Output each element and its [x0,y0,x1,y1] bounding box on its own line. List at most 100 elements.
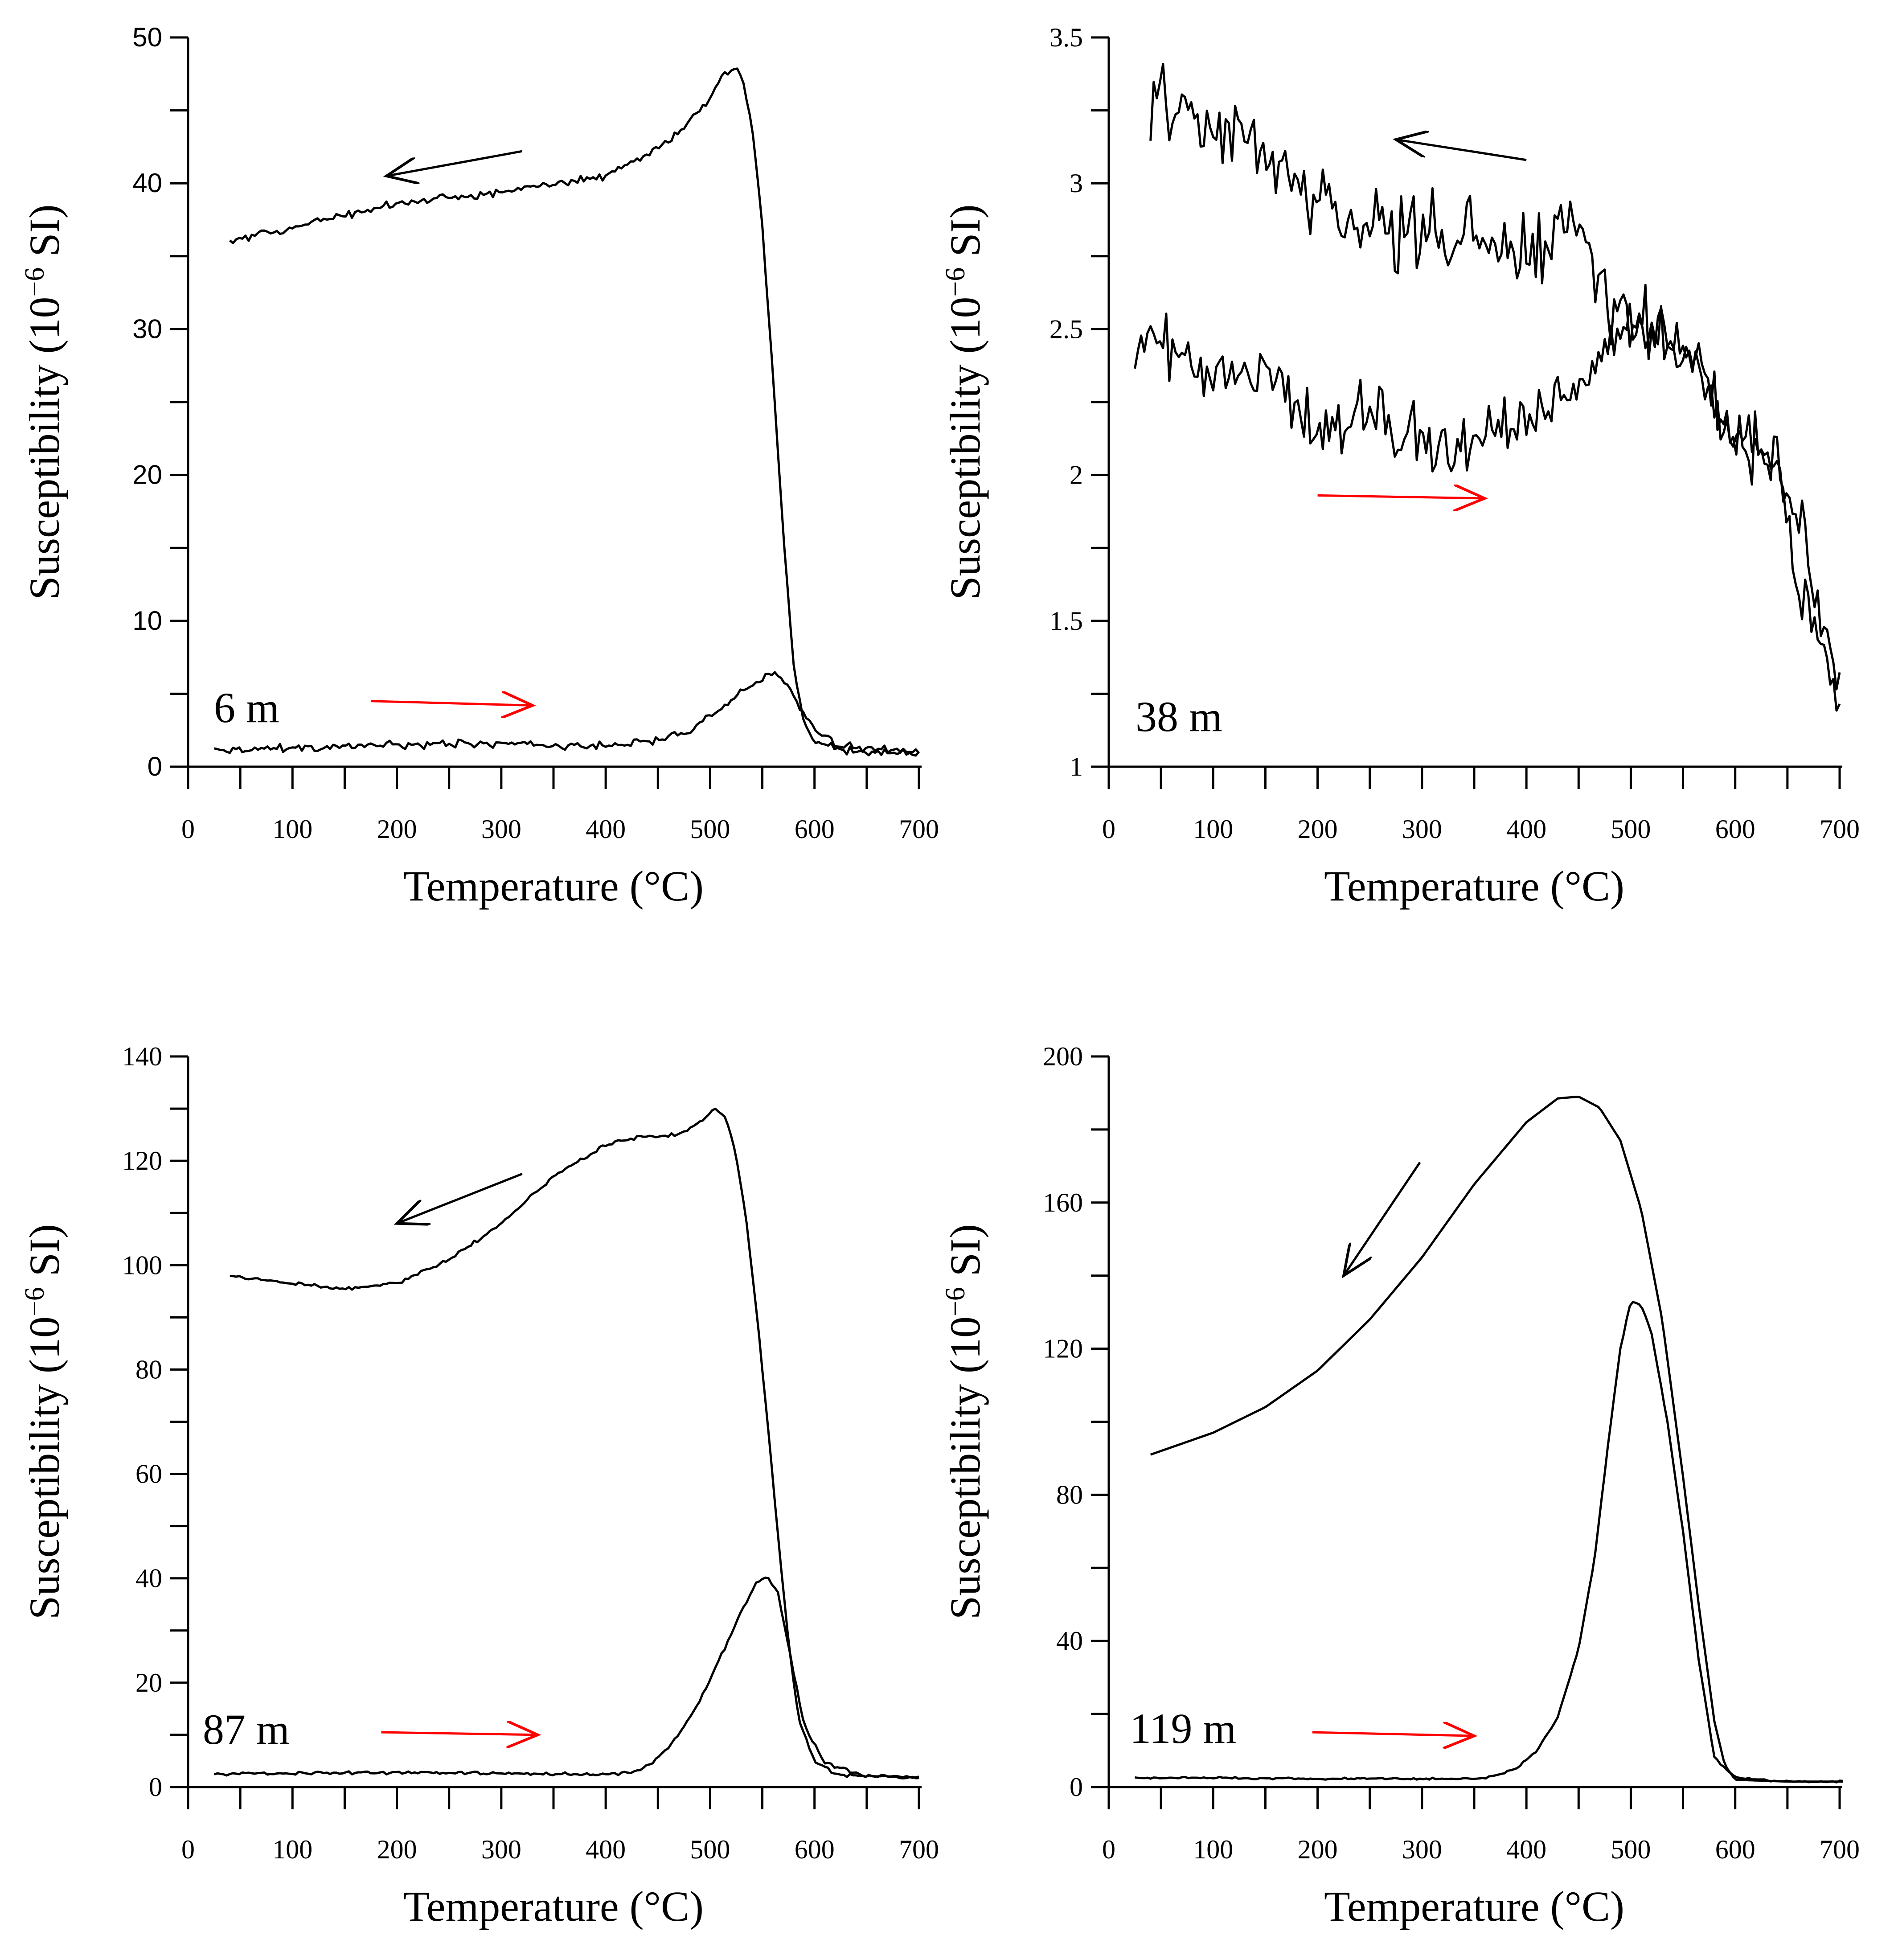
y-axis-title-main: Susceptibility (10 [20,1316,68,1619]
cooling-curve [229,67,920,757]
heating-curve [1134,302,1841,712]
y-tick-label: 40 [1056,1626,1083,1656]
x-tick-label: 0 [1102,1835,1115,1864]
y-tick-label: 0 [149,1772,162,1802]
x-axis-title: Temperature (°C) [1324,1882,1624,1930]
x-tick-label: 0 [181,814,195,844]
y-axis-title-unit: SI) [941,204,989,267]
direction-arrows [381,1173,537,1735]
panel-label: 6 m [214,684,279,731]
y-axis-title-exponent: −6 [20,267,50,297]
heating-curve [213,1576,919,1779]
x-tick-label: 700 [1820,1835,1860,1864]
y-tick-label: 40 [135,1564,162,1593]
cooling-arrow [397,1173,523,1223]
y-axis-title-main: Susceptibility (10 [20,297,68,600]
heating-arrow [370,701,533,706]
y-axis-title-unit: SI) [20,1224,68,1287]
x-tick-label: 600 [1715,1835,1755,1864]
axis-ticks: 0 20 40 60 80 100 120 140 0 100 200 300 400 500 600 700 [122,1042,939,1864]
y-tick-label: 140 [122,1042,162,1071]
y-tick-label: 3.5 [1049,23,1083,52]
panel-label: 87 m [203,1705,290,1753]
x-tick-label: 100 [1193,1835,1233,1864]
y-axis-title: Susceptibility (10−6 SI) [940,204,989,600]
direction-arrows [1317,140,1527,498]
y-tick-label: 50 [132,22,162,52]
x-tick-label: 0 [181,1835,195,1864]
y-tick-label: 0 [1070,1772,1083,1802]
y-tick-label: 80 [135,1355,162,1384]
y-tick-label: 0 [148,752,162,781]
x-tick-label: 100 [1193,814,1233,844]
x-tick-label: 700 [899,814,939,844]
y-tick-label: 120 [1043,1334,1083,1364]
x-tick-label: 400 [1506,814,1546,844]
y-axis-title-unit: SI) [941,1224,989,1287]
cooling-curve [1149,63,1841,690]
x-tick-label: 500 [690,814,730,844]
y-tick-label: 3 [1070,168,1083,198]
y-axis-title-exponent: −6 [940,267,971,297]
y-axis-title: Susceptibility (10−6 SI) [940,1224,989,1619]
panel-label: 38 m [1136,693,1222,740]
y-tick-label: 60 [135,1459,162,1489]
chart-panel-87m: 0 20 40 60 80 100 120 140 0 100 200 300 400 500 600 700… [20,1042,939,1930]
x-axis-title: Temperature (°C) [1324,862,1624,910]
heating-arrow [381,1732,537,1735]
y-tick-label: 2 [1070,460,1083,490]
cooling-curve [1150,1096,1843,1783]
y-axis-title-main: Susceptibility (10 [941,1316,989,1619]
x-tick-label: 200 [377,814,417,844]
y-axis-title: Susceptibility (10−6 SI) [20,1224,68,1619]
direction-arrows [370,150,533,706]
x-tick-label: 100 [272,1835,312,1864]
y-tick-label: 120 [122,1146,162,1175]
y-axis-title-unit: SI) [20,204,68,267]
axis-ticks: 1 1.5 2 2.5 3 3.5 0 100 200 300 400 500 600 700 [1049,23,1860,844]
y-tick-label: 100 [122,1250,162,1280]
cooling-curve [230,1107,919,1779]
x-tick-label: 0 [1102,814,1115,844]
y-tick-label: 160 [1043,1188,1083,1217]
x-tick-label: 400 [586,814,626,844]
x-tick-label: 300 [481,1835,521,1864]
x-tick-label: 400 [1506,1835,1546,1864]
y-tick-label: 80 [1056,1480,1083,1509]
y-tick-label: 200 [1043,1042,1083,1071]
x-tick-label: 300 [481,814,521,844]
x-tick-label: 500 [1611,814,1651,844]
data-series [1134,63,1841,712]
y-tick-label: 10 [132,606,162,636]
data-series [213,1107,919,1779]
panel-label: 119 m [1130,1705,1236,1752]
x-tick-label: 500 [690,1835,730,1864]
heating-arrow [1317,495,1485,498]
y-tick-label: 1.5 [1049,606,1083,636]
y-tick-label: 20 [132,460,162,490]
cooling-arrow [386,150,523,176]
axis-ticks: 0 40 80 120 160 200 0 100 200 300 400 500 600 700 [1043,1042,1860,1864]
x-tick-label: 200 [1298,1835,1338,1864]
data-series [1135,1096,1843,1783]
cooling-arrow [1344,1162,1421,1276]
x-tick-label: 200 [377,1835,417,1864]
x-tick-label: 600 [795,1835,835,1864]
x-tick-label: 300 [1402,814,1442,844]
x-axis-title: Temperature (°C) [403,1882,704,1930]
x-tick-label: 700 [899,1835,939,1864]
x-tick-label: 700 [1820,814,1860,844]
x-tick-label: 100 [272,814,312,844]
y-axis-title: Susceptibility (10−6 SI) [20,204,68,600]
y-tick-label: 1 [1070,752,1083,781]
y-tick-label: 40 [132,168,162,198]
heating-curve [1135,1301,1843,1783]
cooling-arrow [1396,140,1527,161]
y-axis-title-exponent: −6 [20,1287,50,1316]
x-tick-label: 600 [1715,814,1755,844]
y-axis-title-exponent: −6 [940,1287,971,1316]
x-axis-title: Temperature (°C) [403,862,704,910]
heating-arrow [1312,1732,1474,1736]
